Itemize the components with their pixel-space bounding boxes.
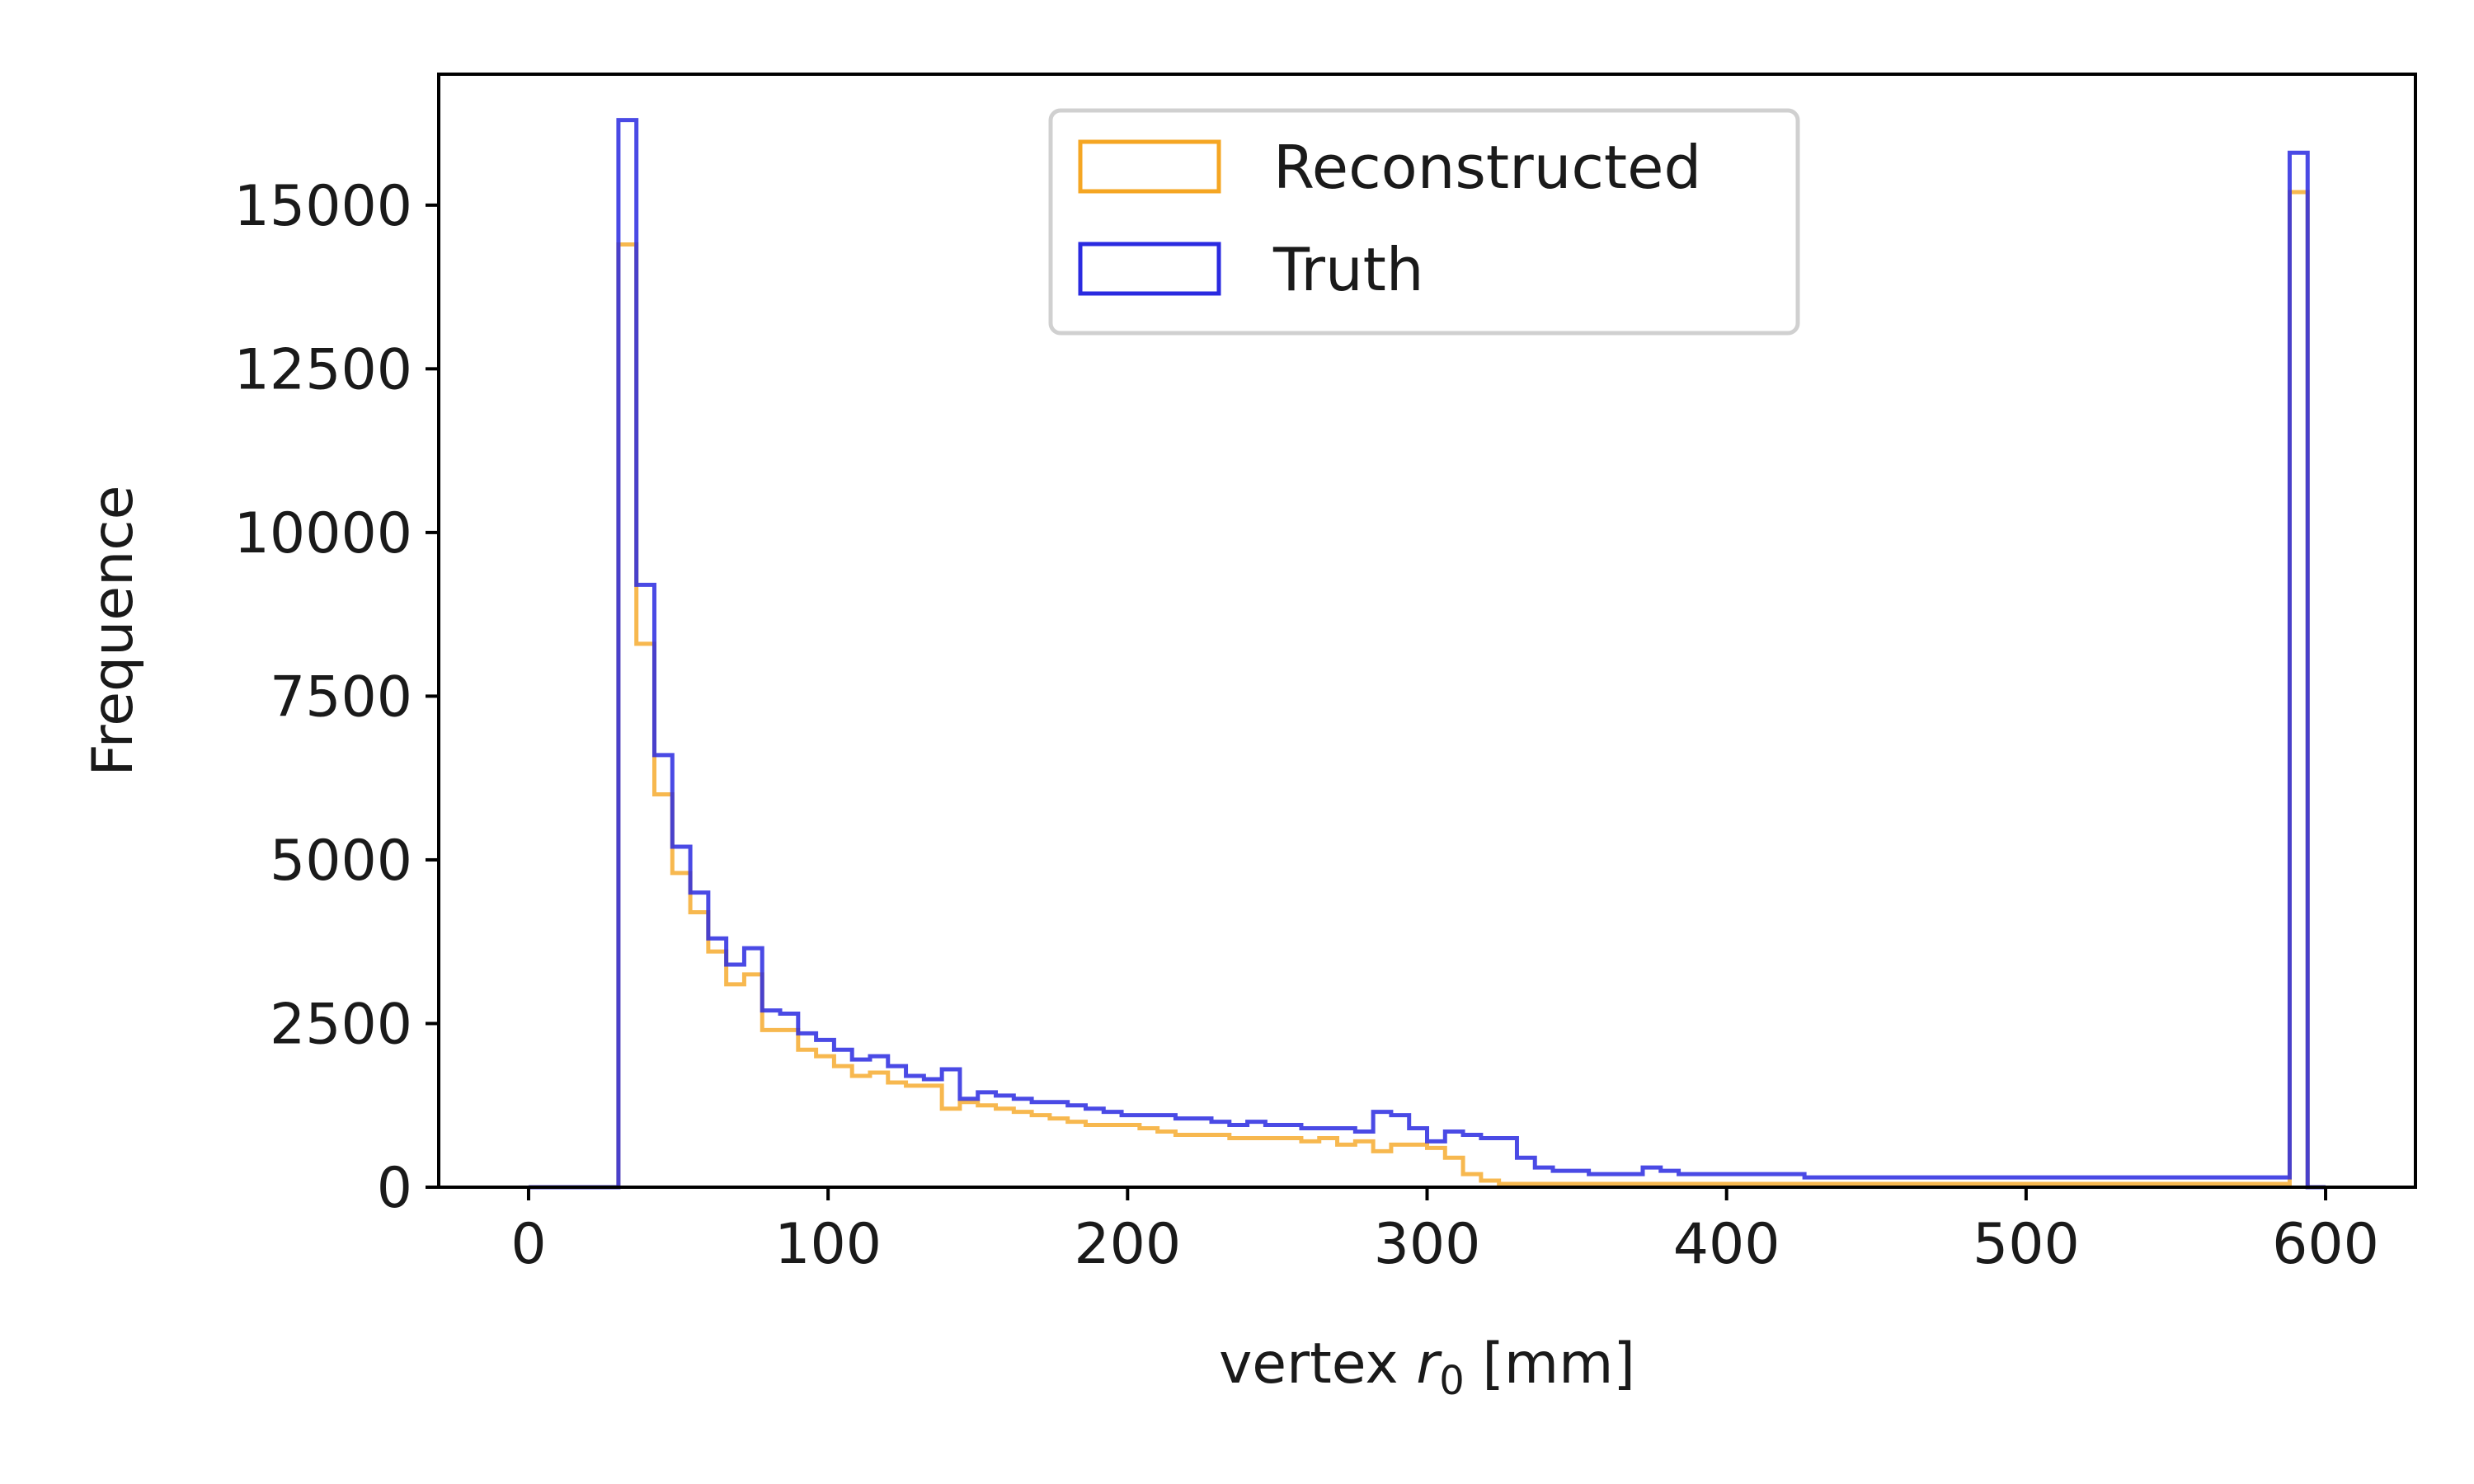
x-tick-label-100: 100 [774, 1212, 882, 1277]
y-tick-label-12500: 12500 [234, 337, 412, 402]
x-tick-label-500: 500 [1973, 1212, 2080, 1277]
y-tick-label-5000: 5000 [270, 829, 412, 894]
x-tick-label-400: 400 [1673, 1212, 1780, 1277]
legend: Reconstructed Truth [1048, 108, 1800, 336]
y-tick-label-2500: 2500 [270, 992, 412, 1057]
y-tick-label-10000: 10000 [234, 501, 412, 566]
x-tick-label-0: 0 [510, 1212, 546, 1277]
y-tick-label-0: 0 [377, 1156, 412, 1221]
series-reconstructed-step [528, 190, 2326, 1190]
x-tick-label-300: 300 [1374, 1212, 1481, 1277]
legend-label-truth: Truth [1272, 235, 1424, 304]
y-tick-label-7500: 7500 [270, 665, 412, 730]
y-axis-title: Frequence [81, 486, 146, 777]
series-layer [528, 118, 2326, 1190]
x-tick-label-600: 600 [2272, 1212, 2379, 1277]
legend-box [1048, 108, 1800, 336]
y-axis: 0 2500 5000 7500 10000 12500 15000 [234, 174, 439, 1221]
x-tick-label-200: 200 [1074, 1212, 1181, 1277]
x-axis-title: vertex r0 [mm] [1219, 1331, 1635, 1404]
legend-label-reconstructed: Reconstructed [1273, 133, 1701, 202]
y-tick-label-15000: 15000 [234, 174, 412, 239]
series-truth-step [528, 118, 2326, 1190]
x-axis: 0 100 200 300 400 500 600 [510, 1187, 2379, 1277]
legend-swatch-reconstructed [1078, 139, 1221, 194]
legend-swatch-truth [1078, 242, 1221, 296]
